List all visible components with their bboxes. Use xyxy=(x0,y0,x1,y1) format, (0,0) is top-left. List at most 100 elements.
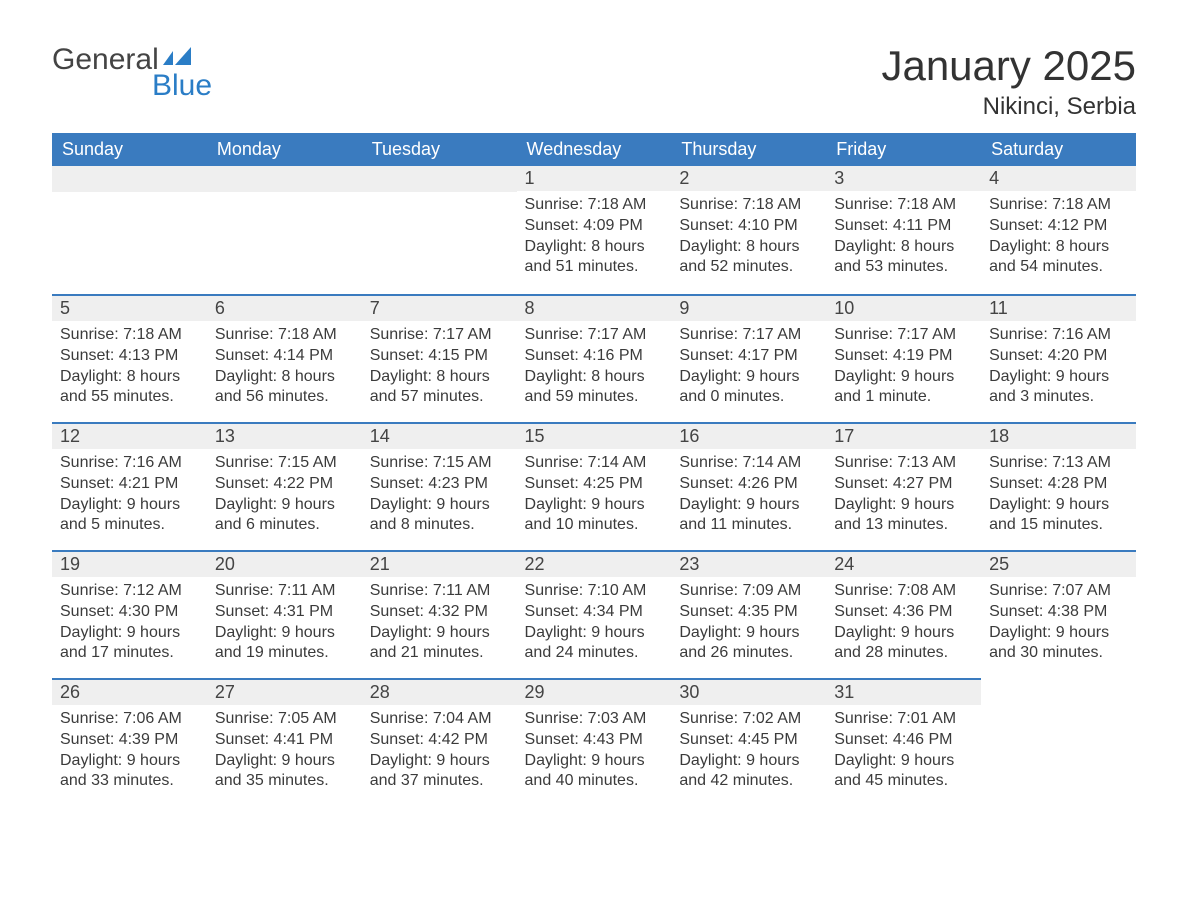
sunset-line: Sunset: 4:46 PM xyxy=(834,730,973,751)
day-data: Sunrise: 7:17 AMSunset: 4:17 PMDaylight:… xyxy=(671,321,826,408)
week-row: 12Sunrise: 7:16 AMSunset: 4:21 PMDayligh… xyxy=(52,422,1136,550)
calendar-cell: 6Sunrise: 7:18 AMSunset: 4:14 PMDaylight… xyxy=(207,294,362,422)
sunrise-line: Sunrise: 7:07 AM xyxy=(989,581,1128,602)
daylight-line: Daylight: 9 hours and 30 minutes. xyxy=(989,623,1128,665)
header: General Blue January 2025 Nikinci, Serbi… xyxy=(52,45,1136,121)
daylight-line: Daylight: 9 hours and 24 minutes. xyxy=(525,623,664,665)
sunset-line: Sunset: 4:14 PM xyxy=(215,346,354,367)
sunrise-line: Sunrise: 7:01 AM xyxy=(834,709,973,730)
sunset-line: Sunset: 4:26 PM xyxy=(679,474,818,495)
sunset-line: Sunset: 4:17 PM xyxy=(679,346,818,367)
location: Nikinci, Serbia xyxy=(881,93,1136,121)
daylight-line: Daylight: 9 hours and 42 minutes. xyxy=(679,751,818,793)
sunrise-line: Sunrise: 7:08 AM xyxy=(834,581,973,602)
sunset-line: Sunset: 4:41 PM xyxy=(215,730,354,751)
calendar-cell: 14Sunrise: 7:15 AMSunset: 4:23 PMDayligh… xyxy=(362,422,517,550)
sunset-line: Sunset: 4:23 PM xyxy=(370,474,509,495)
day-data: Sunrise: 7:06 AMSunset: 4:39 PMDaylight:… xyxy=(52,705,207,792)
day-number: 12 xyxy=(52,422,207,449)
sunrise-line: Sunrise: 7:14 AM xyxy=(679,453,818,474)
daylight-line: Daylight: 8 hours and 55 minutes. xyxy=(60,367,199,409)
calendar-cell xyxy=(362,166,517,294)
sunrise-line: Sunrise: 7:04 AM xyxy=(370,709,509,730)
calendar-cell: 16Sunrise: 7:14 AMSunset: 4:26 PMDayligh… xyxy=(671,422,826,550)
day-data: Sunrise: 7:18 AMSunset: 4:11 PMDaylight:… xyxy=(826,191,981,278)
calendar-cell: 22Sunrise: 7:10 AMSunset: 4:34 PMDayligh… xyxy=(517,550,672,678)
day-number: 20 xyxy=(207,550,362,577)
daylight-line: Daylight: 9 hours and 40 minutes. xyxy=(525,751,664,793)
day-number: 23 xyxy=(671,550,826,577)
daylight-line: Daylight: 9 hours and 3 minutes. xyxy=(989,367,1128,409)
day-number: 6 xyxy=(207,294,362,321)
sunset-line: Sunset: 4:10 PM xyxy=(679,216,818,237)
day-data: Sunrise: 7:14 AMSunset: 4:26 PMDaylight:… xyxy=(671,449,826,536)
daylight-line: Daylight: 8 hours and 54 minutes. xyxy=(989,237,1128,279)
sunset-line: Sunset: 4:38 PM xyxy=(989,602,1128,623)
daylight-line: Daylight: 9 hours and 37 minutes. xyxy=(370,751,509,793)
week-row: 19Sunrise: 7:12 AMSunset: 4:30 PMDayligh… xyxy=(52,550,1136,678)
day-number: 17 xyxy=(826,422,981,449)
daylight-line: Daylight: 9 hours and 19 minutes. xyxy=(215,623,354,665)
daylight-line: Daylight: 9 hours and 11 minutes. xyxy=(679,495,818,537)
week-row: 1Sunrise: 7:18 AMSunset: 4:09 PMDaylight… xyxy=(52,166,1136,294)
calendar-cell: 10Sunrise: 7:17 AMSunset: 4:19 PMDayligh… xyxy=(826,294,981,422)
day-data: Sunrise: 7:11 AMSunset: 4:31 PMDaylight:… xyxy=(207,577,362,664)
sunrise-line: Sunrise: 7:17 AM xyxy=(834,325,973,346)
sunset-line: Sunset: 4:36 PM xyxy=(834,602,973,623)
calendar-cell: 12Sunrise: 7:16 AMSunset: 4:21 PMDayligh… xyxy=(52,422,207,550)
day-number: 24 xyxy=(826,550,981,577)
calendar-cell: 3Sunrise: 7:18 AMSunset: 4:11 PMDaylight… xyxy=(826,166,981,294)
day-data: Sunrise: 7:15 AMSunset: 4:23 PMDaylight:… xyxy=(362,449,517,536)
daylight-line: Daylight: 9 hours and 0 minutes. xyxy=(679,367,818,409)
daylight-line: Daylight: 9 hours and 6 minutes. xyxy=(215,495,354,537)
sunset-line: Sunset: 4:11 PM xyxy=(834,216,973,237)
day-number: 19 xyxy=(52,550,207,577)
empty-daynum xyxy=(362,166,517,192)
day-data: Sunrise: 7:13 AMSunset: 4:27 PMDaylight:… xyxy=(826,449,981,536)
daylight-line: Daylight: 9 hours and 28 minutes. xyxy=(834,623,973,665)
sunrise-line: Sunrise: 7:13 AM xyxy=(989,453,1128,474)
day-number: 3 xyxy=(826,166,981,191)
sunrise-line: Sunrise: 7:16 AM xyxy=(989,325,1128,346)
day-number: 16 xyxy=(671,422,826,449)
daylight-line: Daylight: 9 hours and 10 minutes. xyxy=(525,495,664,537)
day-number: 26 xyxy=(52,678,207,705)
day-data: Sunrise: 7:05 AMSunset: 4:41 PMDaylight:… xyxy=(207,705,362,792)
sunrise-line: Sunrise: 7:13 AM xyxy=(834,453,973,474)
day-data: Sunrise: 7:18 AMSunset: 4:10 PMDaylight:… xyxy=(671,191,826,278)
calendar-cell: 9Sunrise: 7:17 AMSunset: 4:17 PMDaylight… xyxy=(671,294,826,422)
calendar-cell: 4Sunrise: 7:18 AMSunset: 4:12 PMDaylight… xyxy=(981,166,1136,294)
logo-word1: General xyxy=(52,45,159,75)
day-number: 25 xyxy=(981,550,1136,577)
day-data: Sunrise: 7:18 AMSunset: 4:12 PMDaylight:… xyxy=(981,191,1136,278)
day-data: Sunrise: 7:15 AMSunset: 4:22 PMDaylight:… xyxy=(207,449,362,536)
sunrise-line: Sunrise: 7:14 AM xyxy=(525,453,664,474)
sunset-line: Sunset: 4:30 PM xyxy=(60,602,199,623)
sunrise-line: Sunrise: 7:15 AM xyxy=(215,453,354,474)
day-number: 4 xyxy=(981,166,1136,191)
calendar-cell: 13Sunrise: 7:15 AMSunset: 4:22 PMDayligh… xyxy=(207,422,362,550)
calendar-cell: 5Sunrise: 7:18 AMSunset: 4:13 PMDaylight… xyxy=(52,294,207,422)
day-number: 21 xyxy=(362,550,517,577)
day-data: Sunrise: 7:17 AMSunset: 4:19 PMDaylight:… xyxy=(826,321,981,408)
calendar-cell: 19Sunrise: 7:12 AMSunset: 4:30 PMDayligh… xyxy=(52,550,207,678)
calendar-cell: 2Sunrise: 7:18 AMSunset: 4:10 PMDaylight… xyxy=(671,166,826,294)
daylight-line: Daylight: 9 hours and 15 minutes. xyxy=(989,495,1128,537)
day-data: Sunrise: 7:12 AMSunset: 4:30 PMDaylight:… xyxy=(52,577,207,664)
day-data: Sunrise: 7:18 AMSunset: 4:14 PMDaylight:… xyxy=(207,321,362,408)
sunrise-line: Sunrise: 7:18 AM xyxy=(60,325,199,346)
sunset-line: Sunset: 4:32 PM xyxy=(370,602,509,623)
sunrise-line: Sunrise: 7:05 AM xyxy=(215,709,354,730)
day-number: 1 xyxy=(517,166,672,191)
sunrise-line: Sunrise: 7:17 AM xyxy=(525,325,664,346)
day-number: 14 xyxy=(362,422,517,449)
daylight-line: Daylight: 9 hours and 33 minutes. xyxy=(60,751,199,793)
daylight-line: Daylight: 8 hours and 59 minutes. xyxy=(525,367,664,409)
sunset-line: Sunset: 4:16 PM xyxy=(525,346,664,367)
sunset-line: Sunset: 4:42 PM xyxy=(370,730,509,751)
calendar-cell: 24 Sunrise: 7:08 AMSunset: 4:36 PMDayligh… xyxy=(826,550,981,678)
sunset-line: Sunset: 4:27 PM xyxy=(834,474,973,495)
daylight-line: Daylight: 9 hours and 13 minutes. xyxy=(834,495,973,537)
sunset-line: Sunset: 4:25 PM xyxy=(525,474,664,495)
day-number: 28 xyxy=(362,678,517,705)
